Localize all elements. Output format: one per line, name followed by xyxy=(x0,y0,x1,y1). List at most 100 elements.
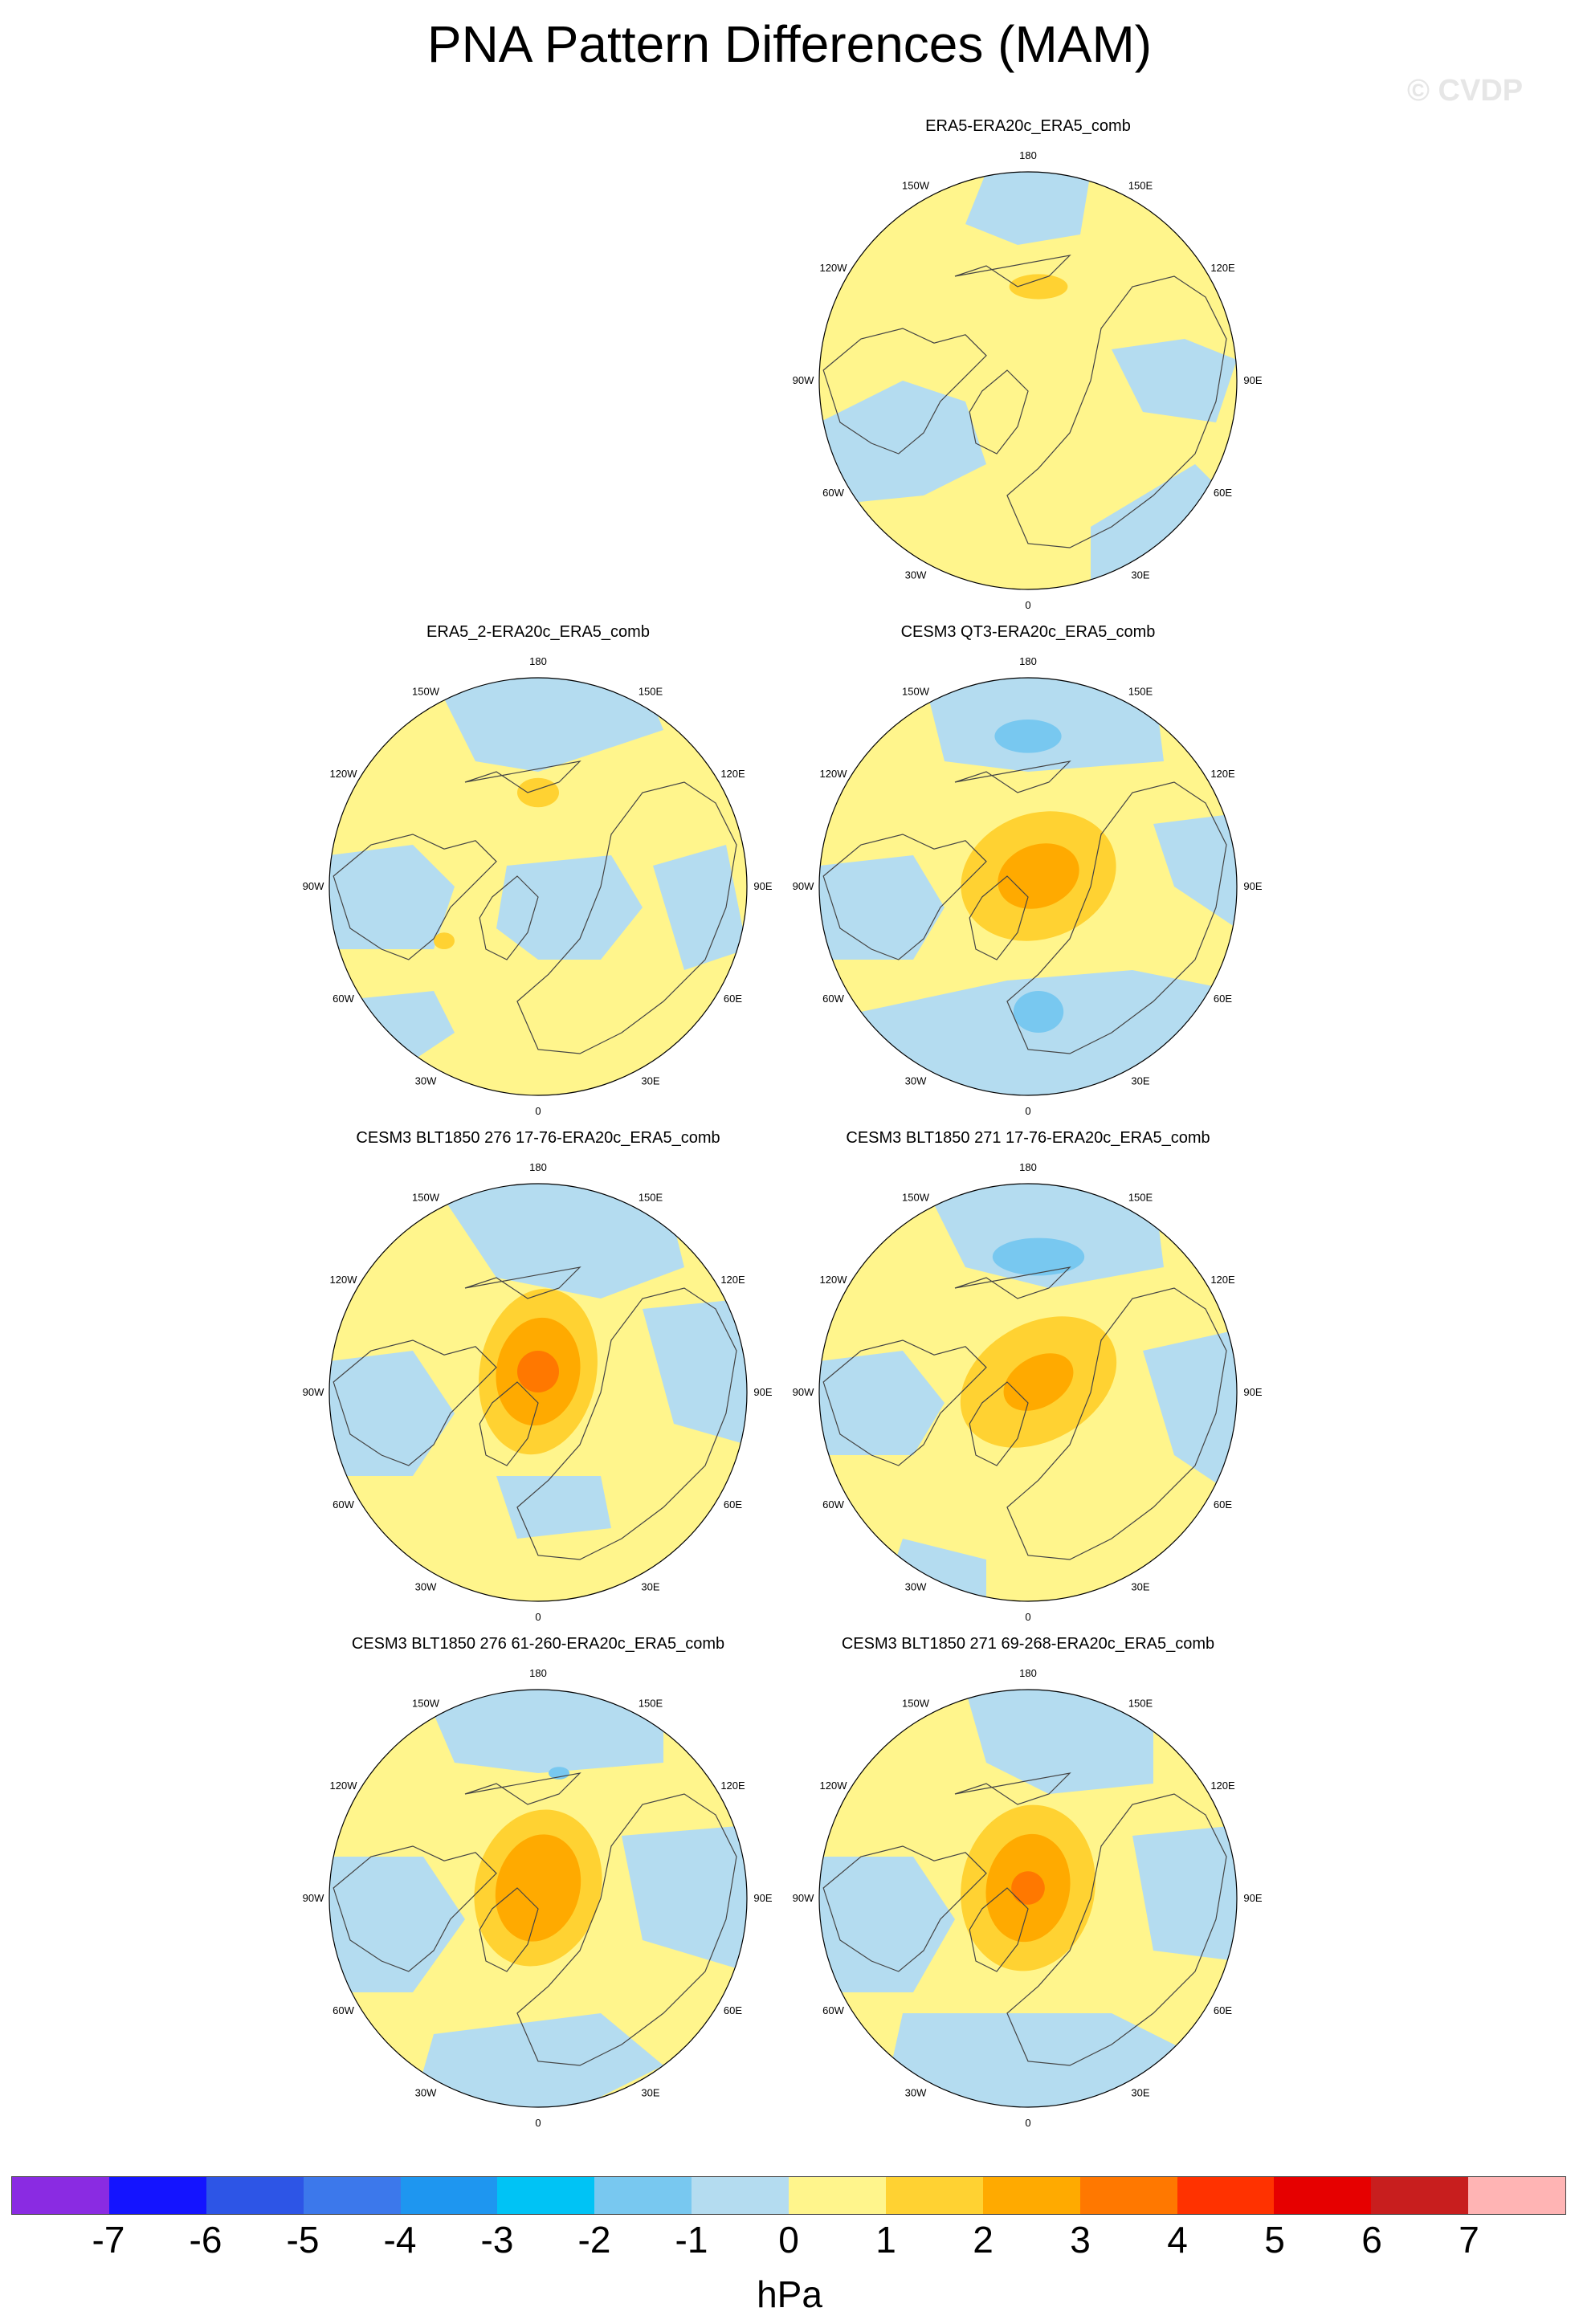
watermark: © CVDP xyxy=(1407,74,1524,108)
panel-title: ERA5_2-ERA20c_ERA5_comb xyxy=(426,623,650,641)
colorbar-swatch xyxy=(594,2177,692,2214)
longitude-label: 180 xyxy=(1019,1667,1037,1679)
longitude-label: 150W xyxy=(902,1192,930,1204)
longitude-label: 0 xyxy=(535,1611,541,1623)
longitude-label: 180 xyxy=(1019,1161,1037,1173)
longitude-label: 60W xyxy=(333,2004,354,2016)
coastline xyxy=(954,1266,1071,1299)
longitude-label: 180 xyxy=(529,655,547,667)
map-panel: CESM3 BLT1850 276 61-260-ERA20c_ERA5_com… xyxy=(297,1635,779,2149)
longitude-label: 90W xyxy=(303,1892,324,1904)
longitude-label: 90W xyxy=(793,880,814,892)
coastline xyxy=(1006,275,1227,548)
longitude-label: 120W xyxy=(330,1780,358,1792)
map-panel: CESM3 BLT1850 271 17-76-ERA20c_ERA5_comb… xyxy=(787,1129,1269,1643)
anomaly-minus1-to-0 xyxy=(882,2013,1195,2107)
longitude-label: 30E xyxy=(1131,1075,1149,1087)
longitude-label: 120W xyxy=(330,1274,358,1286)
colorbar-swatch xyxy=(1371,2177,1469,2214)
map-panel: CESM3 BLT1850 271 69-268-ERA20c_ERA5_com… xyxy=(787,1635,1269,2149)
anomaly-minus1-to-0 xyxy=(496,855,643,960)
coastline xyxy=(464,1266,581,1299)
coastline xyxy=(954,255,1071,287)
coastline xyxy=(333,834,497,960)
longitude-label: 150W xyxy=(412,686,440,698)
anomaly-minus1-to-0 xyxy=(819,1351,945,1455)
colorbar-tick-label: 1 xyxy=(875,2219,896,2261)
longitude-label: 150E xyxy=(1128,180,1153,192)
coastline xyxy=(516,1793,737,2066)
coastline xyxy=(464,760,581,793)
anomaly-minus1-to-0 xyxy=(329,1857,465,1992)
longitude-label: 0 xyxy=(535,2117,541,2129)
longitude-label: 60E xyxy=(1214,2004,1232,2016)
colorbar-swatch xyxy=(1274,2177,1372,2214)
longitude-label: 90W xyxy=(303,1386,324,1398)
colorbar-swatch xyxy=(885,2177,983,2214)
coastline xyxy=(822,1339,987,1466)
map-boundary xyxy=(328,677,748,1096)
colorbar-swatch xyxy=(400,2177,498,2214)
colorbar-tick-label: -1 xyxy=(675,2219,708,2261)
colorbar-swatch xyxy=(12,2177,109,2214)
longitude-label: 120W xyxy=(820,1274,848,1286)
colorbar-swatch xyxy=(1079,2177,1177,2214)
longitude-label: 120E xyxy=(720,768,745,780)
longitude-label: 90E xyxy=(753,880,772,892)
colorbar-swatch xyxy=(1468,2177,1565,2214)
polar-map: 180 150E 120E 90E 60E 30E 0 30W 60W 90W 120W 150W xyxy=(303,1161,773,1623)
colorbar-units: hPa xyxy=(757,2273,822,2315)
panel-title: CESM3 BLT1850 276 17-76-ERA20c_ERA5_comb xyxy=(356,1129,720,1147)
coastline xyxy=(479,875,539,960)
colorbar-tick-label: -2 xyxy=(577,2219,611,2261)
polar-map: 180 150E 120E 90E 60E 30E 0 30W 60W 90W 120W 150W xyxy=(793,149,1263,611)
longitude-label: 120E xyxy=(1210,1274,1235,1286)
longitude-label: 150W xyxy=(902,180,930,192)
colorbar-swatch xyxy=(206,2177,304,2214)
map-boundary xyxy=(818,171,1238,590)
coastline xyxy=(333,1845,497,1972)
longitude-label: 0 xyxy=(535,1105,541,1117)
colorbar-swatch xyxy=(303,2177,401,2214)
anomaly-positive-contour xyxy=(495,1834,581,1942)
longitude-label: 60W xyxy=(822,993,844,1005)
map-boundary xyxy=(818,677,1238,1096)
anomaly-minus1-to-0 xyxy=(1153,813,1237,928)
coastline xyxy=(479,1887,539,1972)
longitude-label: 150E xyxy=(639,686,663,698)
colorbar-swatch xyxy=(497,2177,595,2214)
longitude-label: 0 xyxy=(1025,599,1030,611)
longitude-label: 150E xyxy=(639,1698,663,1710)
anomaly-minus1-to-0 xyxy=(434,1184,684,1299)
map-boundary xyxy=(328,1689,748,2108)
panel-title: CESM3 BLT1850 271 17-76-ERA20c_ERA5_comb xyxy=(846,1129,1210,1147)
longitude-label: 120W xyxy=(820,768,848,780)
anomaly-minus1-to-0 xyxy=(924,1184,1164,1288)
anomaly-minus1-to-0 xyxy=(1143,1330,1237,1497)
longitude-label: 90E xyxy=(1243,880,1262,892)
polar-map: 180 150E 120E 90E 60E 30E 0 30W 60W 90W 120W 150W xyxy=(793,1667,1263,2129)
longitude-label: 30W xyxy=(415,1581,437,1593)
longitude-label: 90E xyxy=(1243,1386,1262,1398)
anomaly-minus1-to-0 xyxy=(643,1299,747,1445)
longitude-label: 30W xyxy=(905,2087,927,2099)
anomaly-minus2-to-minus1 xyxy=(1013,991,1064,1033)
coastline xyxy=(969,1887,1029,1972)
longitude-label: 60E xyxy=(1214,487,1232,499)
anomaly-positive-contour xyxy=(998,843,1079,909)
map-boundary xyxy=(818,1183,1238,1602)
colorbar-swatch xyxy=(1177,2177,1275,2214)
longitude-label: 120W xyxy=(820,1780,848,1792)
coastline xyxy=(822,834,987,960)
longitude-label: 120W xyxy=(330,768,358,780)
longitude-label: 180 xyxy=(1019,149,1037,161)
longitude-label: 60E xyxy=(724,2004,742,2016)
map-panel: ERA5-ERA20c_ERA5_comb 180 150E 120E 90E 60E 3… xyxy=(787,117,1269,631)
longitude-label: 90E xyxy=(753,1386,772,1398)
anomaly-minus1-to-0 xyxy=(653,845,747,970)
colorbar-swatch xyxy=(789,2177,886,2214)
longitude-label: 150W xyxy=(902,1698,930,1710)
longitude-label: 60W xyxy=(822,487,844,499)
longitude-label: 60W xyxy=(333,993,354,1005)
colorbar-swatch xyxy=(108,2177,206,2214)
